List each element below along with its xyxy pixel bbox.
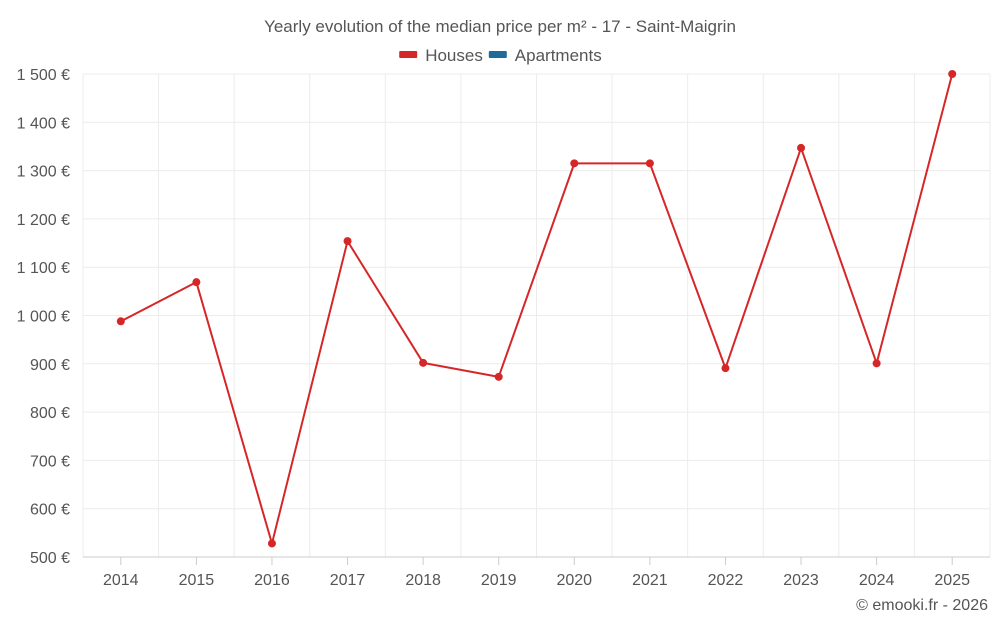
legend-swatch-houses[interactable]: [399, 51, 418, 58]
legend-label-apartments[interactable]: Apartments: [515, 46, 602, 65]
x-tick-label: 2021: [632, 572, 668, 589]
data-point[interactable]: [872, 359, 881, 368]
y-tick-label: 900 €: [30, 357, 70, 374]
x-tick-label: 2017: [330, 572, 366, 589]
y-tick-label: 1 000 €: [17, 309, 70, 326]
x-tick-label: 2024: [859, 572, 895, 589]
x-tick-label: 2016: [254, 572, 290, 589]
y-tick-label: 1 300 €: [17, 164, 70, 181]
legend: Houses Apartments: [399, 46, 602, 65]
data-point[interactable]: [645, 159, 654, 168]
y-tick-label: 1 100 €: [17, 260, 70, 277]
series-line-houses: [120, 73, 954, 545]
credit-text: © emooki.fr - 2026: [856, 597, 988, 614]
y-tick-label: 700 €: [30, 453, 70, 470]
data-point[interactable]: [570, 159, 579, 168]
data-point[interactable]: [494, 372, 503, 381]
y-tick-label: 1 500 €: [17, 67, 70, 84]
chart-title: Yearly evolution of the median price per…: [264, 17, 736, 36]
legend-swatch-apartments[interactable]: [488, 51, 507, 58]
y-tick-label: 600 €: [30, 502, 70, 519]
data-point[interactable]: [343, 237, 352, 246]
data-point[interactable]: [267, 539, 276, 548]
data-point[interactable]: [721, 364, 730, 373]
x-tick-label: 2019: [481, 572, 517, 589]
data-point[interactable]: [797, 143, 806, 152]
series-layer: [116, 70, 957, 548]
data-point[interactable]: [419, 358, 428, 367]
data-point[interactable]: [948, 70, 957, 78]
y-tick-label: 1 200 €: [17, 212, 70, 229]
x-tick-label: 2018: [405, 572, 441, 589]
y-tick-label: 800 €: [30, 405, 70, 422]
x-tick-label: 2022: [708, 572, 744, 589]
legend-label-houses[interactable]: Houses: [425, 46, 483, 65]
y-tick-label: 1 400 €: [17, 115, 70, 132]
x-tick-label: 2025: [934, 572, 970, 589]
data-point[interactable]: [192, 278, 201, 287]
x-tick-label: 2015: [179, 572, 215, 589]
axes: 500 € 600 € 700 € 800 € 900 € 1 000 € 1 100 € 1…: [17, 67, 990, 589]
x-tick-label: 2014: [103, 572, 139, 589]
y-tick-label: 500 €: [30, 550, 70, 567]
x-tick-label: 2023: [783, 572, 819, 589]
data-point[interactable]: [116, 317, 125, 326]
x-tick-label: 2020: [556, 572, 592, 589]
grid: [82, 73, 991, 557]
